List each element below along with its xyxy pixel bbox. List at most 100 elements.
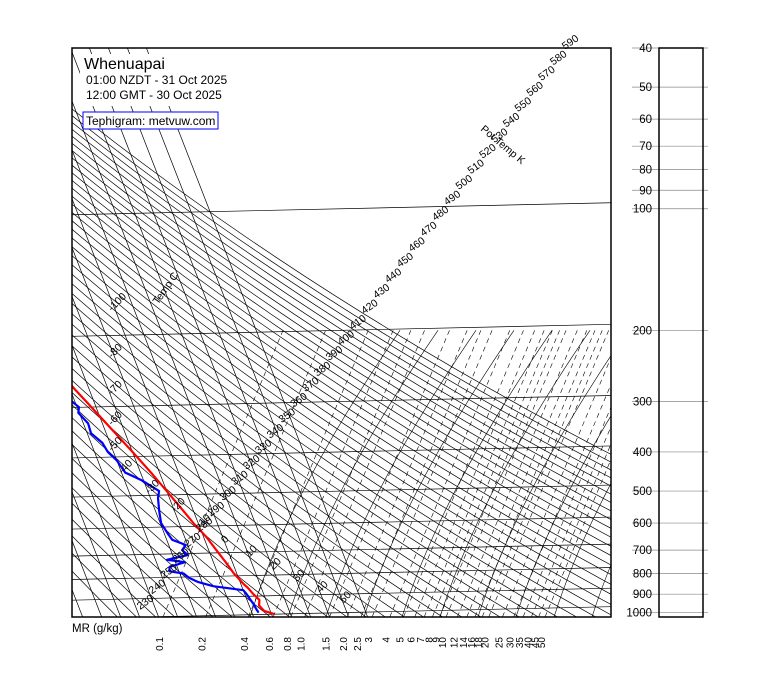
mixing-ratio-line	[247, 330, 369, 617]
moist-adiabat-line	[401, 330, 553, 617]
mixing-ratio-tick-label: 1.5	[322, 637, 333, 651]
isotherm-line	[72, 344, 179, 617]
dry-adiabat-line	[72, 135, 611, 487]
dry-adiabat-line	[72, 502, 195, 617]
pressure-tick-label: 600	[633, 518, 652, 530]
isotherm-line	[72, 442, 141, 617]
isotherm-line	[72, 588, 84, 617]
isotherm-line	[72, 197, 236, 617]
pressure-tick-label: 100	[633, 204, 652, 216]
dry-adiabat-line	[72, 345, 425, 617]
isotherm-line	[0, 48, 64, 618]
isotherm-line	[0, 48, 26, 618]
mixing-ratio-line	[414, 330, 535, 617]
mixing-ratio-line	[474, 330, 596, 617]
mixing-ratio-line	[488, 330, 609, 617]
mixing-ratio-line	[304, 330, 425, 617]
dry-adiabat-line	[72, 379, 367, 617]
isotherm-line	[72, 148, 255, 617]
isobar-line	[72, 323, 611, 337]
pressure-tick-label: 50	[639, 82, 652, 94]
mixing-ratio-line	[290, 330, 412, 617]
mixing-ratio-line	[481, 330, 603, 617]
mixing-ratio-line	[423, 330, 545, 617]
mixing-ratio-tick-label: 2.5	[353, 637, 364, 651]
mixing-ratio-line	[205, 330, 326, 617]
mixing-ratio-tick-label: 0.8	[283, 637, 294, 651]
moist-adiabat-line	[515, 415, 611, 617]
pressure-tick-label: 700	[633, 545, 652, 557]
dry-adiabat-line	[72, 237, 611, 605]
moist-adiabat-line	[591, 563, 611, 617]
moist-adiabat-line	[553, 482, 611, 617]
mixing-ratio-tick-label: 1.0	[297, 637, 308, 651]
pressure-axis: 40 50 60 70 80 90 100 200 300 400 500 600 700 800 900 1…	[626, 43, 708, 620]
dry-adiabat-line	[72, 430, 291, 617]
isotherm-label: 20	[267, 555, 284, 572]
mixing-ratio-tick-label: 4	[382, 637, 393, 643]
mixing-ratio-tick-label: 5	[396, 637, 407, 643]
moist-adiabat-line	[363, 330, 515, 617]
utc-time: 12:00 GMT - 30 Oct 2025	[86, 88, 222, 102]
sounding-line-temperature	[72, 384, 275, 616]
dry-adiabat-line	[72, 108, 611, 455]
mixing-ratio-tick-label: 0.4	[240, 637, 251, 651]
mixing-ratio-line	[329, 330, 450, 617]
pressure-tick-label: 300	[633, 397, 652, 409]
mixing-ratio-tick-label: 6	[407, 637, 418, 643]
mixing-ratio-line	[403, 330, 524, 617]
mixing-ratio-line	[371, 330, 493, 617]
dry-adiabat-line	[72, 128, 611, 479]
dry-adiabat-line	[72, 404, 329, 617]
pressure-tick-label: 900	[633, 589, 652, 601]
mixing-ratio-tick-label: 10	[438, 637, 449, 649]
pressure-tick-label: 500	[633, 486, 652, 498]
dry-adiabat-line	[72, 246, 611, 616]
mixing-ratio-line	[162, 330, 284, 617]
mixing-ratio-line	[346, 330, 468, 617]
isotherm-label: 10	[243, 543, 260, 560]
mixing-ratio-line	[272, 330, 394, 617]
wind-panel	[658, 47, 704, 618]
isotherm-line	[89, 48, 312, 617]
isobar-line	[72, 395, 611, 408]
mixing-ratio-tick-label: 0.6	[265, 637, 276, 651]
mixing-ratio-tick-label: 20	[481, 637, 492, 649]
mixing-ratio-tick-label: 16	[467, 637, 478, 649]
moist-adiabat-line	[325, 330, 477, 617]
mixing-ratio-tick-label: 0.1	[155, 637, 166, 651]
moist-adiabat-line	[439, 330, 591, 617]
mixing-ratio-tick-label: 50	[537, 637, 548, 649]
header: Whenuapai 01:00 NZDT - 31 Oct 2025 12:00…	[80, 54, 240, 106]
dry-adiabat-line	[72, 228, 611, 595]
moist-adiabat-line	[249, 330, 401, 617]
mixing-ratio-axis-label: MR (g/kg)	[72, 623, 123, 635]
isobar-line	[72, 484, 611, 498]
mixing-ratio-tick-label: 9	[432, 637, 443, 643]
dry-adiabat-line	[72, 273, 559, 617]
pressure-tick-label: 1000	[626, 608, 652, 620]
isotherm-line	[72, 246, 217, 617]
isotherm-line	[72, 490, 122, 617]
dry-adiabat-line	[72, 368, 386, 617]
isotherm-line	[146, 48, 369, 617]
mixing-ratio-line	[531, 425, 611, 617]
dry-adiabat-line	[72, 195, 611, 556]
mixing-ratio-tick-label: 40	[523, 637, 534, 649]
isotherm-label: 0	[219, 533, 232, 546]
mixing-ratio-line	[360, 330, 482, 617]
mixing-ratio-tick-label: 14	[459, 637, 470, 649]
mixing-ratio-line	[466, 330, 588, 617]
mixing-ratio-line	[432, 330, 553, 617]
mixing-ratio-line	[439, 330, 560, 617]
mixing-ratio-axis: MR (g/kg) 0.1 0.2 0.4 0.6 0.8 1.0 1.5 2.0 2.5 3 4 5…	[72, 623, 548, 651]
dry-adiabat-line	[72, 323, 463, 617]
isotherm-line	[72, 393, 160, 617]
pressure-tick-label: 60	[639, 114, 652, 126]
dry-adiabat-line	[72, 518, 176, 617]
isobar-line	[72, 543, 611, 557]
dry-adiabat-line	[72, 552, 137, 617]
isobar-line	[72, 587, 611, 601]
dry-adiabat-line	[72, 157, 611, 512]
